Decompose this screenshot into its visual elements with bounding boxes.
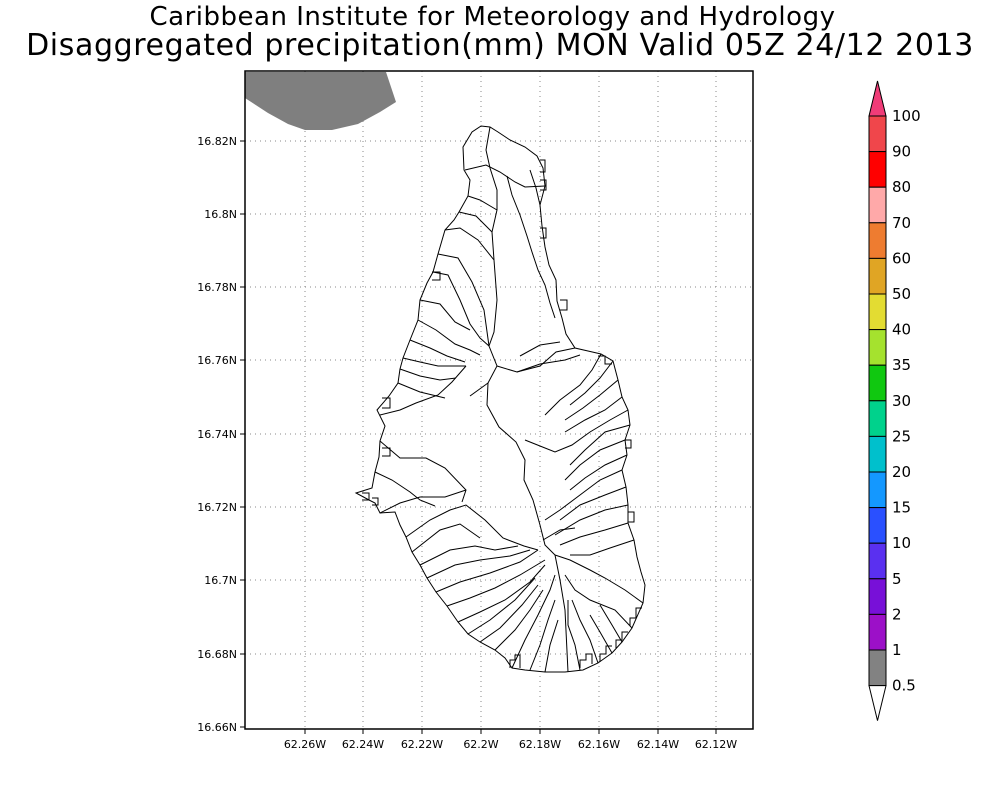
colorbar-segment: [868, 186, 887, 224]
colorbar-label: 15: [892, 499, 911, 517]
colorbar-label: 10: [892, 534, 911, 552]
colorbar-segment: [868, 329, 887, 366]
map-frame: [244, 70, 754, 730]
colorbar-max-arrow: [868, 80, 887, 117]
colorbar-label: 90: [892, 143, 911, 161]
colorbar-label: 2: [892, 605, 902, 623]
map-gridlines: [245, 71, 753, 729]
colorbar-segment: [868, 471, 887, 509]
colorbar-segment: [868, 613, 887, 651]
y-tick-label: 16.82N: [197, 135, 237, 148]
colorbar-label: 30: [892, 392, 911, 410]
x-tick-label: 62.2W: [463, 738, 498, 751]
x-tick-label: 62.26W: [284, 738, 326, 751]
chart-title-line2: Disaggregated precipitation(mm) MON Vali…: [26, 28, 974, 63]
colorbar-label: 100: [892, 107, 921, 125]
colorbar-label: 5: [892, 570, 902, 588]
watershed-boundaries: [374, 126, 644, 673]
colorbar-label: 0.5: [892, 677, 916, 695]
colorbar-segment: [868, 293, 887, 331]
y-tick-label: 16.8N: [204, 208, 237, 221]
y-axis: 16.82N 16.8N 16.78N 16.76N 16.74N 16.72N 16.7N…: [197, 135, 245, 734]
x-tick-label: 62.16W: [578, 738, 620, 751]
colorbar-segment: [868, 115, 887, 153]
x-tick-label: 62.18W: [519, 738, 561, 751]
chart-title-line1: Caribbean Institute for Meteorology and …: [149, 2, 836, 32]
colorbar-label: 80: [892, 178, 911, 196]
colorbar-label: 40: [892, 321, 911, 339]
x-tick-label: 62.14W: [637, 738, 679, 751]
colorbar-label: 20: [892, 463, 911, 481]
coastal-grid-cells: [362, 159, 642, 668]
colorbar-label: 35: [892, 356, 911, 374]
x-axis: 62.26W 62.24W 62.22W 62.2W 62.18W 62.16W 62.14…: [284, 729, 737, 751]
colorbar-segment: [868, 257, 887, 295]
colorbar-segment: [868, 507, 887, 544]
y-tick-label: 16.74N: [197, 428, 237, 441]
y-tick-label: 16.78N: [197, 281, 237, 294]
colorbar-label: 60: [892, 249, 911, 267]
y-tick-label: 16.7N: [204, 574, 237, 587]
colorbar-label: 25: [892, 427, 911, 445]
colorbar-segment: [868, 364, 887, 402]
colorbar-segment: [868, 400, 887, 437]
x-tick-label: 62.22W: [401, 738, 443, 751]
colorbar: 100 90 80 70 60 50 40 35 30 25 20 15 10 5 2 1 0.5: [868, 80, 921, 721]
y-tick-label: 16.66N: [197, 721, 237, 734]
y-tick-label: 16.68N: [197, 648, 237, 661]
colorbar-segment: [868, 435, 887, 473]
colorbar-label: 50: [892, 285, 911, 303]
colorbar-label: 70: [892, 214, 911, 232]
colorbar-segment: [868, 578, 887, 615]
colorbar-min-arrow: [868, 685, 887, 721]
x-tick-label: 62.24W: [342, 738, 384, 751]
colorbar-label: 1: [892, 641, 902, 659]
colorbar-segment: [868, 222, 887, 259]
y-tick-label: 16.76N: [197, 354, 237, 367]
colorbar-segment: [868, 649, 887, 687]
y-tick-label: 16.72N: [197, 501, 237, 514]
precip-patch: [245, 72, 396, 130]
x-tick-label: 62.12W: [695, 738, 737, 751]
colorbar-segment: [868, 151, 887, 188]
colorbar-segment: [868, 542, 887, 580]
island-outline: [354, 125, 646, 673]
